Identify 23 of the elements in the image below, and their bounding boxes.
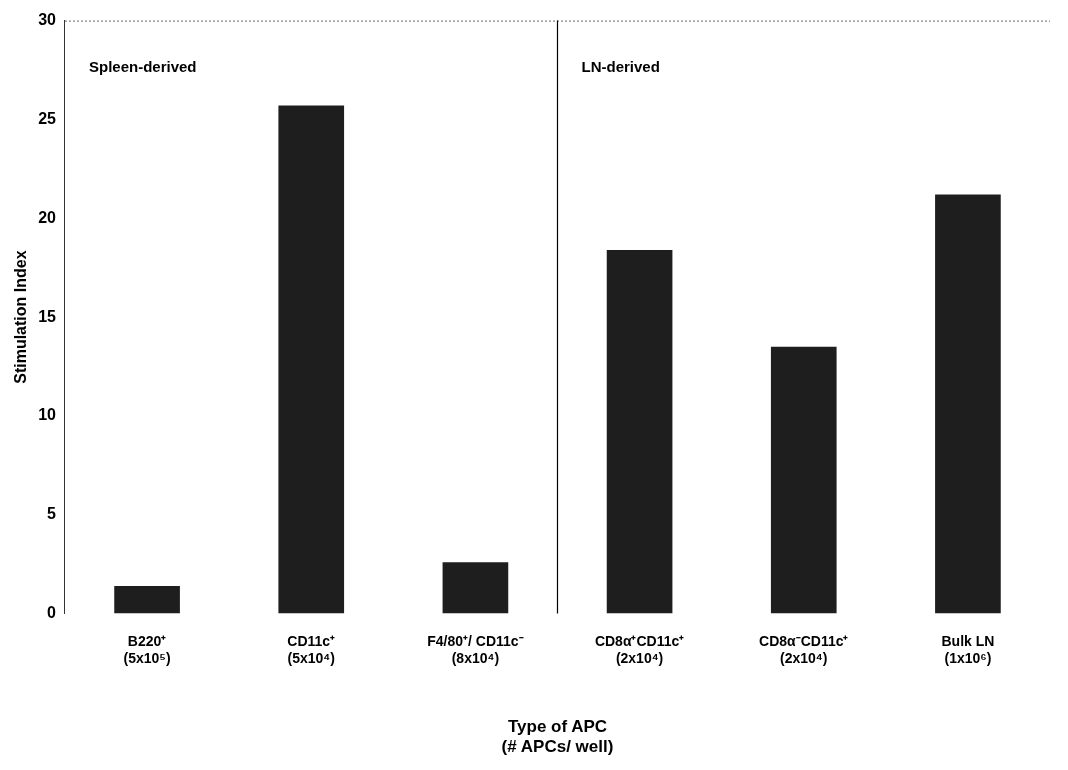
y-tick-label: 25 <box>38 109 57 127</box>
x-tick-label: CD11c⁺ (5x10⁴) <box>287 632 336 666</box>
y-tick-label: 10 <box>38 406 57 424</box>
x-tick-label: CD8α⁻CD11c⁺ (2x10⁴) <box>759 632 849 666</box>
bar <box>114 585 180 614</box>
x-axis-title: Type of APC (# APCs/ well) <box>501 717 614 757</box>
x-tick-label: Bulk LN (1x10⁶) <box>941 632 995 666</box>
y-tick-label: 15 <box>38 307 57 325</box>
annotation: LN-derived <box>581 57 660 75</box>
y-tick-label: 20 <box>38 208 57 226</box>
bar <box>606 249 673 614</box>
bar <box>442 562 509 614</box>
bar <box>770 346 837 614</box>
y-axis-title: Stimulation Index <box>12 250 30 384</box>
y-tick-label: 30 <box>38 11 57 29</box>
y-tick-label: 5 <box>47 505 57 523</box>
x-tick-label: CD8α⁺CD11c⁺ (2x10⁴) <box>594 632 685 666</box>
x-tick-label: F4/80⁺/ CD11c⁻ (8x10⁴) <box>427 632 524 666</box>
x-tick-label: B220⁺ (5x10⁵) <box>123 632 171 666</box>
bar <box>935 194 1001 614</box>
y-tick-label: 0 <box>47 604 57 622</box>
annotation: Spleen-derived <box>89 57 197 75</box>
bar <box>278 105 345 614</box>
